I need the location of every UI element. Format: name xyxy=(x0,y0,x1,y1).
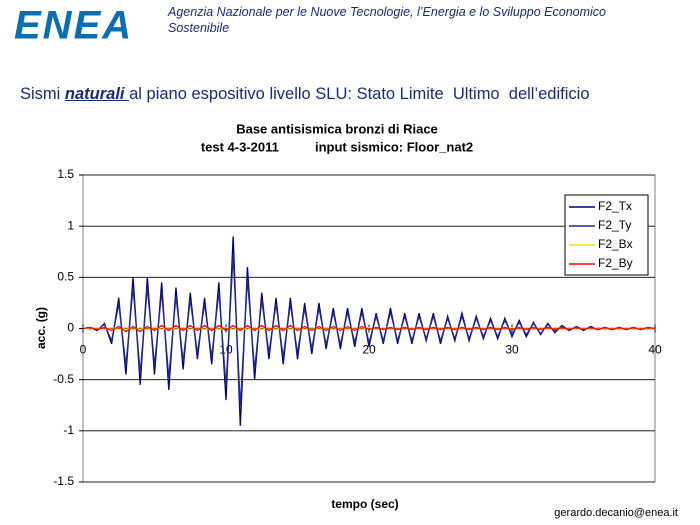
legend-label: F2_Tx xyxy=(598,199,632,213)
y-tick-label: -0.5 xyxy=(53,372,74,386)
legend-box xyxy=(564,194,649,276)
y-tick-label: 1.5 xyxy=(57,167,74,181)
y-tick-label: -1.5 xyxy=(53,474,74,488)
footer: gerardo.decanio@enea.it xyxy=(554,507,678,519)
x-tick-label: 30 xyxy=(505,343,519,357)
title-part: Sismi xyxy=(20,85,65,103)
y-axis-label: acc. (g) xyxy=(34,307,48,349)
agency-line: Sostenibile xyxy=(168,21,230,35)
legend-label: F2_Bx xyxy=(598,237,633,251)
series-line xyxy=(82,326,656,331)
title-emphasis: naturali xyxy=(64,85,130,103)
legend: F2_Tx F2_Ty F2_Bx F2_By xyxy=(564,194,649,276)
agency-line: Agenzia Nazionale per le Nuove Tecnologi… xyxy=(168,5,607,19)
chart-subtitle: test 4-3-2011 input sismico: Floor_nat2 xyxy=(201,139,473,154)
x-axis-label: tempo (sec) xyxy=(331,497,398,511)
title-part: al piano espositivo livello SLU: Stato L… xyxy=(129,85,590,103)
x-tick-label: 40 xyxy=(648,343,662,357)
agency: Agenzia Nazionale per le Nuove Tecnologi… xyxy=(168,4,606,36)
legend-label: F2_By xyxy=(598,256,633,270)
y-tick-label: -1 xyxy=(63,423,74,437)
logo-text: ENEA xyxy=(14,4,133,48)
chart-title: Base antisismica bronzi di Riace xyxy=(236,121,438,136)
y-tick-label: 0 xyxy=(67,321,74,335)
logo: ENEA xyxy=(14,4,133,48)
series-line xyxy=(82,324,656,333)
y-tick-label: 0.5 xyxy=(57,270,74,284)
x-tick-label: 0 xyxy=(80,343,87,357)
slide-title: Sismi naturali al piano espositivo livel… xyxy=(20,85,590,104)
x-tick-label: 10 xyxy=(219,343,233,357)
legend-label: F2_Ty xyxy=(598,218,631,232)
x-tick-label: 20 xyxy=(362,343,376,357)
y-tick-label: 1 xyxy=(67,218,74,232)
